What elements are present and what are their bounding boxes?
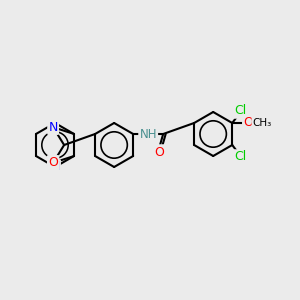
Text: O: O [48,156,58,169]
Text: CH₃: CH₃ [253,118,272,128]
Text: N: N [50,160,60,173]
Text: O: O [154,146,164,158]
Text: NH: NH [140,128,157,140]
Text: O: O [243,116,253,130]
Text: N: N [48,121,58,134]
Text: Cl: Cl [234,151,246,164]
Text: Cl: Cl [234,104,246,118]
